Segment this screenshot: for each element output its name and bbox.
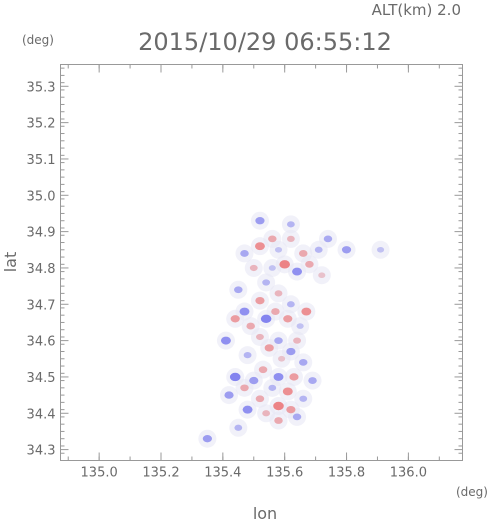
echo-cell (286, 405, 296, 414)
axis-ticks: 135.0 135.2 135.4 135.6 135.8 136.0 34.3 34.4 34… (27, 64, 463, 481)
echo-cell (289, 373, 299, 381)
echo-cell (262, 279, 271, 286)
echo-cell (255, 395, 265, 403)
echo-cell (240, 250, 249, 257)
altitude-label: ALT(km) 2.0 (372, 1, 461, 19)
echo-cell (273, 372, 284, 381)
echo-cell (292, 267, 303, 276)
echo-cell (262, 410, 271, 417)
echo-cell (282, 387, 293, 396)
echo-cell (268, 384, 277, 391)
echo-cell (240, 384, 249, 392)
y-tick-label: 34.4 (27, 407, 56, 422)
y-tick-label: 35.3 (27, 80, 56, 95)
echo-cell (274, 290, 283, 297)
x-axis-unit: (deg) (456, 485, 488, 499)
echo-cell (286, 235, 295, 243)
echo-cell (224, 391, 234, 399)
x-tick-label: 136.0 (390, 466, 427, 481)
y-tick-label: 34.9 (27, 226, 56, 241)
x-tick-label: 135.2 (142, 466, 179, 481)
echo-cell (274, 417, 283, 424)
echo-cell (234, 424, 243, 431)
echo-cell (268, 235, 277, 243)
echo-cell (273, 401, 284, 411)
echo-cell (264, 344, 274, 352)
echo-cell (249, 264, 258, 272)
echo-cell (202, 435, 212, 443)
echo-cell (258, 366, 268, 374)
y-tick-label: 35.0 (27, 189, 56, 204)
echo-cell (249, 376, 259, 385)
x-tick-label: 135.6 (266, 466, 303, 481)
y-tick-label: 34.3 (27, 444, 56, 459)
y-axis-label: lat (1, 252, 20, 273)
echo-cell (298, 359, 308, 366)
chart-title: 2015/10/29 06:55:12 (138, 28, 392, 56)
echo-cell (286, 301, 295, 308)
echo-cell (274, 246, 283, 253)
x-tick-label: 135.0 (81, 466, 118, 481)
echo-cell (246, 322, 255, 330)
y-tick-label: 35.2 (27, 117, 56, 132)
y-tick-label: 34.5 (27, 371, 56, 386)
echo-cell (308, 377, 317, 384)
echo-cell (268, 265, 276, 271)
echo-layer (198, 211, 390, 448)
y-tick-label: 35.1 (27, 153, 56, 168)
y-axis-unit: (deg) (22, 33, 54, 47)
echo-cell (278, 355, 286, 362)
echo-cell (377, 246, 385, 253)
echo-cell (296, 323, 304, 329)
echo-cell (256, 333, 264, 341)
echo-cell (260, 314, 272, 324)
echo-cell (255, 242, 265, 251)
echo-cell (301, 307, 312, 316)
echo-cell (229, 372, 241, 382)
echo-cell (323, 235, 333, 243)
echo-cell (243, 352, 252, 359)
echo-cell (230, 315, 240, 323)
echo-cell (239, 307, 250, 316)
echo-cell (271, 308, 280, 315)
echo-cell (299, 395, 308, 402)
echo-cell (283, 315, 293, 323)
plot-frame (60, 64, 463, 461)
echo-cell (305, 260, 314, 268)
echo-cell (286, 221, 295, 228)
echo-cell (286, 347, 296, 356)
echo-cell (255, 217, 265, 225)
y-tick-label: 34.6 (27, 335, 56, 350)
echo-cell (318, 272, 326, 279)
echo-cell (292, 413, 302, 421)
echo-cell (293, 337, 301, 344)
x-axis-label: lon (253, 504, 277, 521)
echo-cell (279, 260, 290, 269)
echo-cell (298, 250, 308, 257)
echo-cell (274, 337, 283, 345)
y-tick-label: 34.7 (27, 298, 56, 313)
x-tick-label: 135.4 (204, 466, 241, 481)
echo-cell (220, 336, 231, 345)
x-tick-label: 135.8 (328, 466, 365, 481)
echo-cell (314, 246, 323, 253)
echo-cell (255, 296, 265, 305)
y-tick-label: 34.8 (27, 262, 56, 277)
echo-cell (242, 405, 253, 414)
echo-cell (341, 246, 352, 254)
echo-cell (234, 286, 243, 294)
